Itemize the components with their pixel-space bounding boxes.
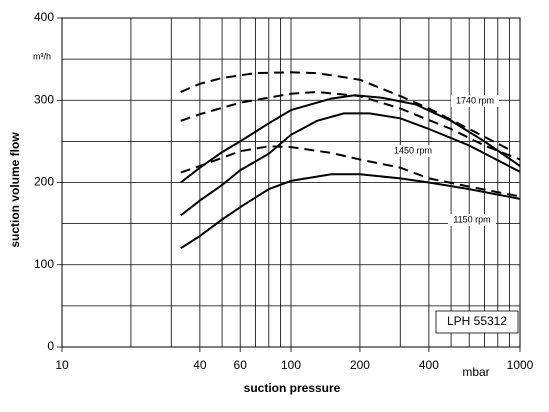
x-unit: mbar: [462, 365, 489, 379]
curve-label: 1150 rpm: [453, 214, 490, 224]
y-tick-label: 0: [47, 339, 54, 353]
curve: [180, 173, 521, 250]
curve-label: 1740 rpm: [456, 95, 494, 105]
x-tick-label: 100: [281, 358, 301, 372]
curve: [180, 90, 521, 161]
x-axis-title: suction pressure: [244, 381, 341, 395]
y-tick-label: 400: [34, 10, 54, 24]
x-tick-label: 1000: [507, 358, 534, 372]
curve: [180, 145, 521, 198]
y-tick-label: 100: [34, 257, 54, 271]
model-box: [435, 310, 519, 334]
x-tick-label: 40: [193, 358, 207, 372]
x-tick-label: 60: [234, 358, 248, 372]
curve-label: 1450 rpm: [394, 145, 432, 155]
plot-frame: [61, 17, 521, 348]
model-label: LPH 55312: [447, 314, 507, 328]
y-tick-label: 300: [34, 92, 54, 106]
curve: [180, 112, 521, 217]
y-tick-label: 200: [34, 175, 54, 189]
label-bg: [451, 95, 499, 107]
label-bg: [389, 145, 437, 157]
curve: [180, 71, 510, 151]
x-tick-label: 400: [419, 358, 439, 372]
y-unit: m³/h: [33, 51, 51, 61]
x-tick-label: 200: [350, 358, 370, 372]
y-axis-title: suction volume flow: [8, 132, 22, 248]
x-tick-label: 10: [55, 358, 69, 372]
curve: [180, 94, 521, 184]
label-bg: [448, 214, 496, 226]
